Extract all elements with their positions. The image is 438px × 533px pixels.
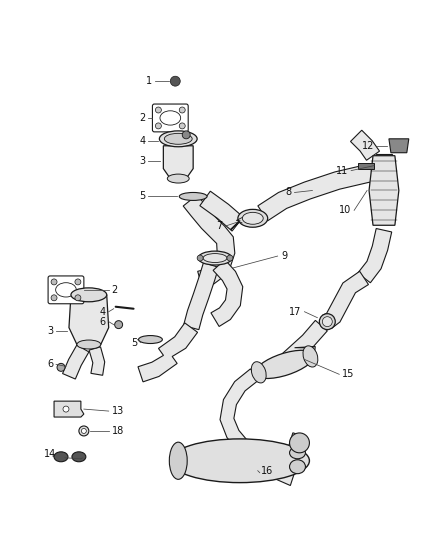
Polygon shape — [258, 161, 393, 221]
Polygon shape — [163, 146, 193, 179]
Text: 1: 1 — [146, 76, 152, 86]
Text: 14: 14 — [44, 449, 56, 459]
Ellipse shape — [56, 282, 76, 297]
Circle shape — [170, 76, 180, 86]
Ellipse shape — [251, 362, 266, 383]
Ellipse shape — [203, 254, 227, 263]
Ellipse shape — [290, 460, 305, 474]
Text: 2: 2 — [139, 113, 145, 123]
Text: 5: 5 — [131, 337, 138, 348]
Text: 15: 15 — [342, 369, 355, 379]
Circle shape — [319, 314, 335, 329]
Ellipse shape — [71, 288, 107, 302]
Circle shape — [79, 426, 89, 436]
Ellipse shape — [238, 209, 268, 227]
Text: 13: 13 — [112, 406, 124, 416]
Polygon shape — [358, 163, 374, 168]
Circle shape — [51, 279, 57, 285]
Text: 7: 7 — [216, 221, 222, 231]
Polygon shape — [54, 401, 84, 417]
Polygon shape — [211, 260, 243, 327]
Ellipse shape — [290, 447, 305, 459]
Circle shape — [227, 255, 233, 261]
Circle shape — [182, 131, 190, 139]
Text: 4: 4 — [139, 136, 145, 146]
Ellipse shape — [160, 111, 180, 125]
Ellipse shape — [303, 346, 318, 367]
Ellipse shape — [164, 133, 192, 144]
Circle shape — [51, 295, 57, 301]
Circle shape — [290, 433, 309, 453]
Ellipse shape — [159, 131, 197, 147]
Circle shape — [57, 364, 65, 372]
Polygon shape — [259, 433, 306, 486]
Polygon shape — [350, 130, 380, 160]
Text: 12: 12 — [362, 141, 374, 151]
Text: 8: 8 — [286, 188, 292, 197]
Text: 18: 18 — [112, 426, 124, 436]
Polygon shape — [376, 154, 392, 156]
Ellipse shape — [198, 251, 232, 265]
Polygon shape — [184, 263, 219, 329]
Polygon shape — [69, 295, 109, 344]
Text: 6: 6 — [47, 359, 53, 369]
Circle shape — [81, 429, 86, 433]
Polygon shape — [89, 347, 105, 375]
Circle shape — [197, 255, 203, 261]
Circle shape — [63, 406, 69, 412]
Ellipse shape — [72, 452, 86, 462]
Circle shape — [322, 317, 332, 327]
Text: 17: 17 — [289, 306, 301, 317]
Polygon shape — [323, 271, 368, 328]
Text: 3: 3 — [47, 326, 53, 336]
Text: 5: 5 — [139, 191, 145, 201]
Ellipse shape — [242, 212, 263, 224]
Ellipse shape — [77, 340, 101, 349]
Ellipse shape — [255, 350, 314, 378]
Text: 3: 3 — [139, 156, 145, 166]
FancyBboxPatch shape — [152, 104, 188, 132]
Circle shape — [179, 123, 185, 129]
Ellipse shape — [167, 174, 189, 183]
Ellipse shape — [138, 336, 162, 343]
Polygon shape — [281, 320, 327, 362]
Ellipse shape — [170, 439, 309, 482]
Circle shape — [155, 107, 161, 113]
Text: 9: 9 — [282, 251, 288, 261]
FancyBboxPatch shape — [48, 276, 84, 304]
Text: 6: 6 — [99, 317, 106, 327]
Ellipse shape — [54, 452, 68, 462]
Polygon shape — [138, 323, 198, 382]
Circle shape — [155, 123, 161, 129]
Text: 4: 4 — [99, 306, 106, 317]
Polygon shape — [200, 191, 244, 231]
Polygon shape — [183, 195, 235, 288]
Text: 2: 2 — [112, 285, 118, 295]
Polygon shape — [369, 156, 399, 225]
Ellipse shape — [170, 442, 187, 479]
Polygon shape — [220, 369, 268, 466]
Text: 16: 16 — [261, 466, 273, 475]
Circle shape — [75, 279, 81, 285]
Ellipse shape — [179, 192, 207, 200]
Circle shape — [179, 107, 185, 113]
Text: 11: 11 — [336, 166, 348, 175]
Polygon shape — [63, 345, 89, 379]
Polygon shape — [389, 139, 409, 153]
Polygon shape — [358, 229, 392, 283]
Circle shape — [75, 295, 81, 301]
Text: 10: 10 — [339, 205, 351, 215]
Circle shape — [115, 321, 123, 329]
